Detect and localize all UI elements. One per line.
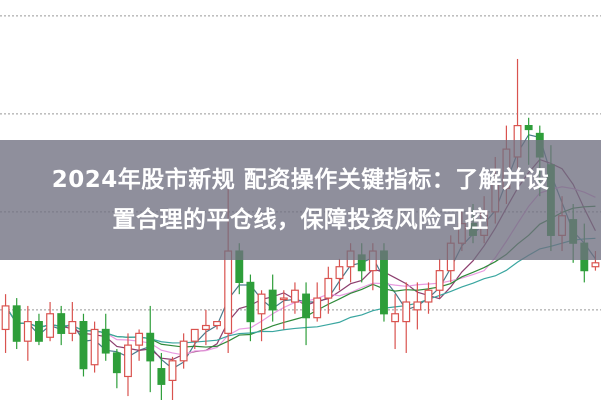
candle-body bbox=[57, 313, 66, 334]
candle-body bbox=[524, 124, 533, 131]
candle-body bbox=[268, 289, 277, 311]
candle-body bbox=[46, 313, 55, 338]
candle-body bbox=[12, 305, 21, 342]
candle-body bbox=[224, 250, 233, 334]
candle-body bbox=[380, 250, 388, 315]
candle-body bbox=[402, 301, 411, 323]
candle-body bbox=[135, 332, 144, 346]
candle-body bbox=[391, 313, 400, 323]
candle-body bbox=[435, 270, 444, 291]
candle-body bbox=[35, 321, 43, 342]
candle-body bbox=[213, 321, 221, 327]
candle-body bbox=[246, 281, 255, 323]
candle-body bbox=[23, 321, 32, 342]
candle-body bbox=[101, 328, 110, 354]
candle-body bbox=[279, 297, 288, 301]
candle-body bbox=[179, 340, 188, 362]
candle-body bbox=[324, 277, 333, 299]
headline-line-1: 2024年股市新规 配资操作关键指标：了解并设 bbox=[51, 167, 550, 193]
candle-body bbox=[68, 321, 77, 334]
candle-body bbox=[302, 293, 311, 319]
candle-body bbox=[335, 266, 344, 280]
candle-body bbox=[201, 324, 210, 331]
candle-body bbox=[112, 352, 121, 374]
candle-body bbox=[79, 321, 88, 370]
candle-body bbox=[124, 344, 132, 378]
candle-body bbox=[424, 289, 433, 303]
candle-body bbox=[413, 301, 422, 311]
candle-body bbox=[146, 332, 155, 362]
headline-banner: 2024年股市新规 配资操作关键指标：了解并设 置合理的平仓线，保障投资风险可控 bbox=[0, 140, 601, 260]
candle-body bbox=[290, 289, 299, 303]
candle-body bbox=[591, 262, 600, 268]
candle-body bbox=[168, 360, 177, 381]
candle-body bbox=[90, 328, 99, 366]
candle-body bbox=[190, 328, 199, 342]
candle-body bbox=[157, 368, 166, 385]
candle-body bbox=[313, 297, 322, 319]
headline-line-2: 置合理的平仓线，保障投资风险可控 bbox=[112, 207, 489, 233]
candle-body bbox=[1, 305, 10, 331]
candle-body bbox=[257, 293, 266, 315]
